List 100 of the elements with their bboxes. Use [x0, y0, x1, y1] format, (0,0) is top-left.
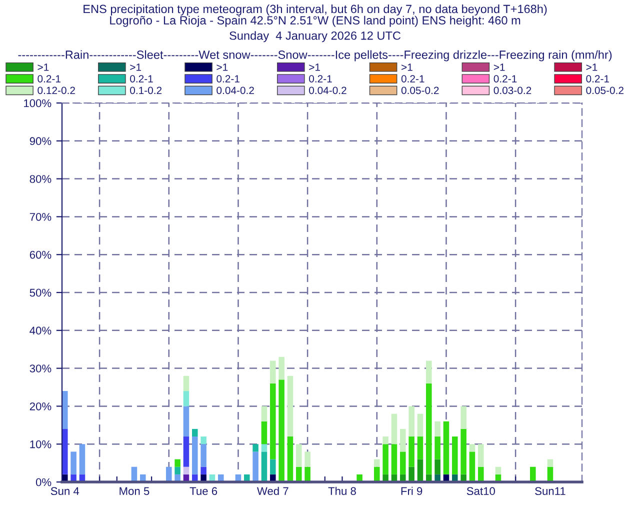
legend-label: 0.2-1 [38, 75, 60, 82]
bar [426, 383, 432, 474]
y-tick-label: 100% [24, 99, 52, 108]
bar [443, 421, 450, 474]
legend-label: 0.2-1 [494, 75, 517, 82]
legend-label: 0.03-0.2 [494, 86, 532, 94]
legend-label: >1 [309, 64, 320, 71]
legend-label: 0.04-0.2 [309, 86, 346, 94]
legend-label: 0.04-0.2 [216, 86, 254, 94]
bar [270, 383, 276, 460]
bar [261, 444, 268, 452]
bar [183, 406, 190, 437]
bar [192, 428, 198, 437]
legend-label: 0.2-1 [401, 75, 424, 82]
x-tick-label: Sun11 [535, 487, 566, 496]
y-tick-label: 50% [30, 288, 52, 297]
legend-label: 0.2-1 [309, 75, 332, 82]
legend-title: ------------Rain------------Sleet---------Wet snow-------Snow-------Ice pellets----Freezing drizzle---Freezing rain (mm/hr) [18, 50, 612, 62]
bar [62, 428, 68, 474]
bar [261, 421, 268, 444]
x-tick-label: Fri 9 [401, 486, 422, 496]
x-tick-label: Thu 8 [328, 486, 356, 496]
legend-label: >1 [494, 64, 505, 71]
y-tick-label: 30% [30, 364, 52, 372]
bar [261, 452, 268, 482]
bar [200, 436, 206, 444]
bar [166, 466, 172, 482]
bar [70, 452, 76, 474]
bar [374, 466, 380, 482]
bar [200, 466, 206, 474]
bar [400, 428, 406, 452]
bar [382, 436, 388, 444]
bar [183, 391, 190, 406]
bar [174, 466, 180, 474]
bar [270, 360, 276, 384]
bar [287, 376, 294, 437]
bar [252, 444, 258, 452]
chart-subtitle: Logroño - La Rioja - Spain 42.5°N 2.51°W (ENS land point) ENS height: 460 m Sunday 4 January 2026 12 UTC [110, 16, 520, 42]
legend-label: >1 [130, 64, 142, 71]
bar [79, 444, 86, 474]
bar [400, 452, 406, 474]
legend-label: >1 [216, 64, 228, 71]
bar [200, 444, 206, 467]
bar [391, 444, 398, 474]
bar [374, 459, 380, 467]
bar [417, 414, 424, 437]
y-tick-label: 0% [36, 478, 52, 486]
bar [408, 436, 414, 467]
bar [278, 356, 284, 380]
bar [270, 459, 276, 474]
bar [469, 444, 476, 452]
bar [304, 452, 310, 467]
bar [62, 391, 68, 429]
bar [287, 436, 294, 482]
x-tick-label: Sat10 [466, 487, 495, 496]
bar [391, 414, 398, 444]
bar [408, 406, 414, 437]
bar [278, 380, 284, 482]
legend-label: 0.2-1 [586, 75, 610, 82]
legend-label: 0.2-1 [130, 75, 153, 82]
y-tick-label: 20% [30, 402, 52, 410]
legend-label: 0.05-0.2 [586, 86, 624, 94]
bar [408, 466, 414, 482]
y-tick-label: 70% [30, 212, 52, 221]
legend-label: >1 [38, 64, 49, 71]
bar [296, 466, 302, 482]
y-tick-label: 90% [30, 137, 52, 146]
legend-label: >1 [586, 64, 598, 71]
bar [478, 466, 484, 482]
x-tick-label: Sun 4 [50, 487, 80, 496]
bar [296, 444, 302, 467]
bar [261, 406, 268, 422]
legend-label: 0.05-0.2 [401, 86, 439, 94]
bar [183, 436, 190, 467]
bar [547, 459, 554, 467]
legend-label: 0.1-0.2 [130, 86, 162, 94]
x-tick-label: Mon 5 [120, 487, 150, 496]
bar [434, 421, 440, 437]
y-tick-label: 60% [30, 250, 52, 259]
bar [252, 452, 258, 482]
bar [192, 436, 198, 474]
bar [183, 376, 190, 392]
bar [183, 466, 190, 474]
bar [174, 459, 180, 467]
y-tick-label: 80% [30, 175, 52, 183]
bar [460, 406, 466, 429]
x-tick-label: Wed 7 [256, 486, 288, 496]
bar [460, 428, 466, 474]
chart-title: ENS precipitation type meteogram (3h interval, but 6h on day 7, no data beyond T+168h) [84, 4, 547, 16]
bar [434, 459, 440, 474]
legend-label: 0.12-0.2 [38, 86, 75, 94]
bar [478, 444, 484, 467]
bar [530, 466, 536, 482]
legend-label: >1 [402, 64, 412, 71]
bar [452, 436, 458, 474]
bar [304, 466, 310, 482]
x-tick-label: Tue 6 [190, 487, 218, 496]
bar [426, 360, 432, 384]
bar [495, 466, 502, 474]
y-tick-label: 10% [30, 440, 52, 448]
